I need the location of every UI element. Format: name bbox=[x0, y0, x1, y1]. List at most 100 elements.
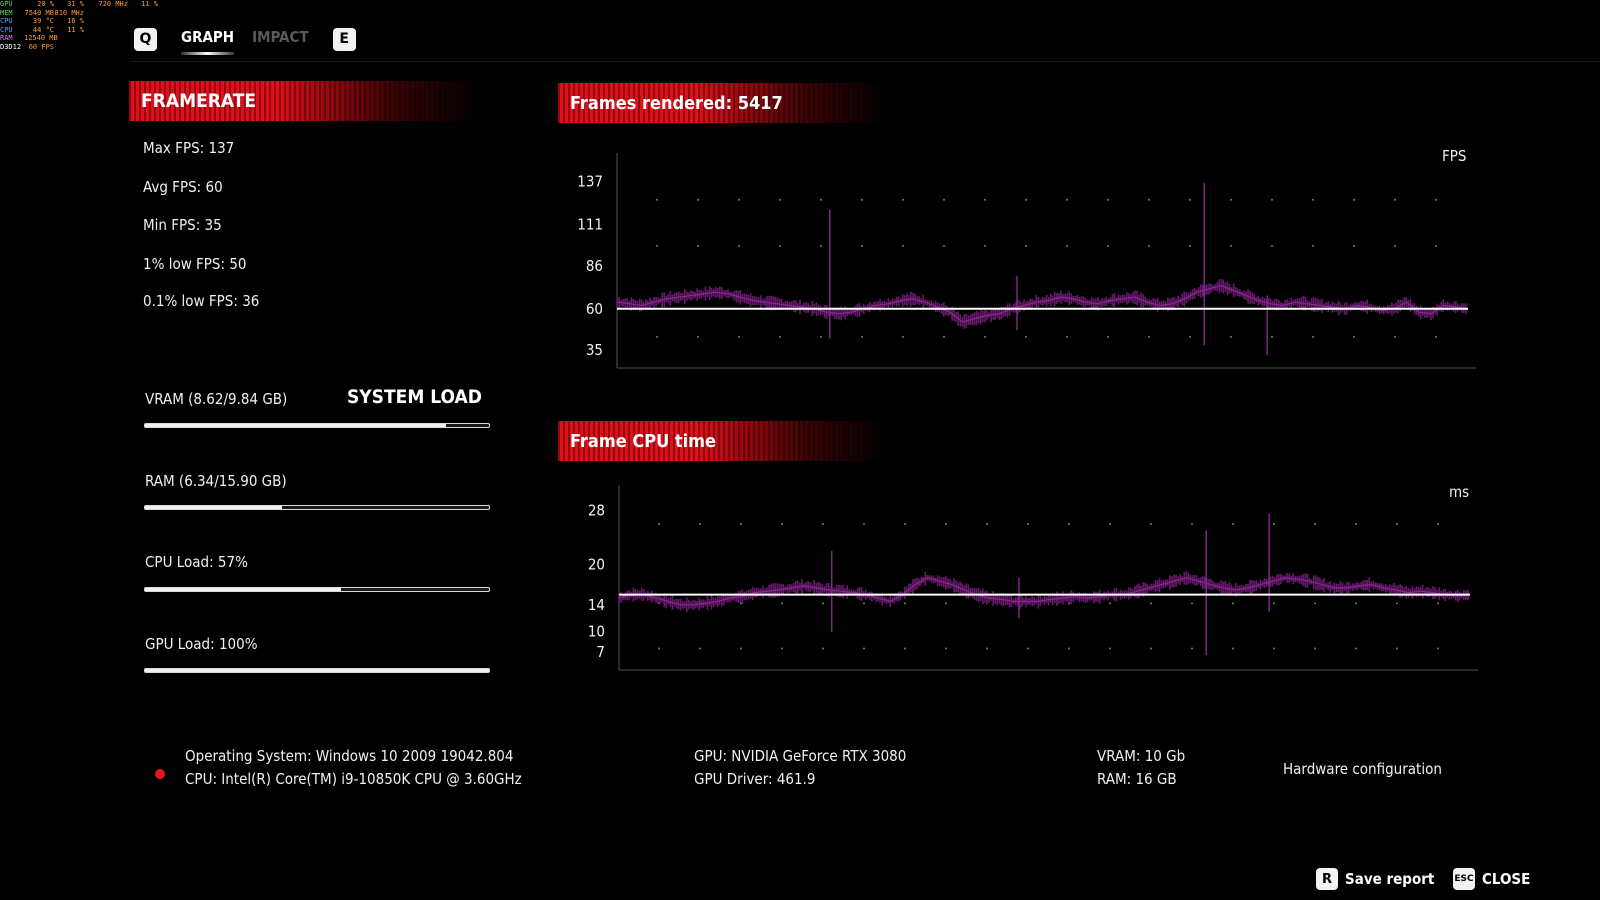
grid-dot bbox=[1312, 244, 1314, 247]
e-key-icon[interactable]: E bbox=[332, 27, 356, 51]
tab-bar: Q GRAPH IMPACT E bbox=[134, 22, 356, 56]
y-tick-label: 7 bbox=[596, 643, 605, 661]
tab-graph[interactable]: GRAPH bbox=[181, 28, 235, 55]
grid-dot bbox=[986, 522, 988, 525]
grid-dot bbox=[658, 647, 660, 650]
grid-dot bbox=[1435, 198, 1437, 201]
grid-dot bbox=[1107, 335, 1109, 338]
grid-dot bbox=[1025, 244, 1027, 247]
grid-dot bbox=[1312, 335, 1314, 338]
grid-dot bbox=[697, 335, 699, 338]
grid-dot bbox=[1191, 602, 1193, 605]
y-tick-label: 35 bbox=[586, 341, 603, 359]
grid-dot bbox=[1312, 198, 1314, 201]
osd-name: MEM bbox=[0, 8, 13, 17]
osd-row: CPU 39 °C 16 % bbox=[0, 17, 158, 26]
grid-dot bbox=[904, 602, 906, 605]
grid-dot bbox=[1025, 335, 1027, 338]
grid-dot bbox=[863, 647, 865, 650]
frame-cpu-time-banner: Frame CPU time bbox=[558, 421, 888, 461]
grid-dot bbox=[1109, 647, 1111, 650]
grid-dot bbox=[1271, 335, 1273, 338]
y-tick-label: 86 bbox=[586, 257, 603, 275]
osd-v2 bbox=[54, 43, 84, 52]
grid-dot bbox=[740, 522, 742, 525]
grid-dot bbox=[1394, 335, 1396, 338]
fps-unit-label: FPS bbox=[1442, 147, 1467, 165]
grid-dot bbox=[1435, 335, 1437, 338]
grid-dot bbox=[1273, 647, 1275, 650]
osd-v3 bbox=[84, 17, 128, 26]
gpu-info-block: GPU: NVIDIA GeForce RTX 3080 GPU Driver:… bbox=[694, 745, 906, 791]
cpu-time-chart: 28 20 14 10 7 bbox=[560, 480, 1480, 680]
grid-dot bbox=[820, 198, 822, 201]
grid-dot bbox=[658, 522, 660, 525]
grid-dot bbox=[902, 244, 904, 247]
grid-dot bbox=[781, 522, 783, 525]
y-tick-label: 28 bbox=[588, 501, 605, 519]
framerate-banner: FRAMERATE bbox=[129, 81, 479, 121]
grid-dot bbox=[1230, 244, 1232, 247]
grid-dot bbox=[740, 647, 742, 650]
grid-dot bbox=[1191, 522, 1193, 525]
save-report-label: Save report bbox=[1345, 870, 1435, 888]
grid-dot bbox=[1148, 335, 1150, 338]
grid-dot bbox=[943, 198, 945, 201]
grid-dot bbox=[697, 198, 699, 201]
osd-v2: 16 % bbox=[67, 17, 84, 25]
grid-dot bbox=[902, 198, 904, 201]
osd-row: D3D12 60 FPS bbox=[0, 43, 158, 52]
osd-v1: 39 °C bbox=[32, 17, 54, 25]
osd-v3 bbox=[84, 43, 128, 52]
y-tick-label: 111 bbox=[577, 215, 603, 233]
grid-dot bbox=[656, 244, 658, 247]
grid-dot bbox=[1025, 198, 1027, 201]
ram-info: RAM: 16 GB bbox=[1097, 770, 1177, 788]
grid-dot bbox=[945, 647, 947, 650]
close-label: CLOSE bbox=[1482, 870, 1531, 888]
fps-chart-svg: 137 111 86 60 35 bbox=[577, 153, 1476, 369]
save-report-button[interactable]: R Save report bbox=[1316, 868, 1434, 890]
gpu-load-bar-fill bbox=[145, 669, 489, 672]
esc-key-icon: ESC bbox=[1453, 868, 1475, 890]
point-one-percent-low-fps: 0.1% low FPS: 36 bbox=[143, 292, 260, 310]
osd-v1: 60 FPS bbox=[28, 42, 54, 51]
grid-dot bbox=[781, 647, 783, 650]
grid-dot bbox=[984, 335, 986, 338]
osd-v2: 31 % bbox=[67, 0, 84, 8]
osd-v3: 720 MHz bbox=[98, 0, 128, 8]
grid-dot bbox=[1068, 602, 1070, 605]
grid-dot bbox=[945, 602, 947, 605]
osd-row: MEM 7540 MB 810 MHz bbox=[0, 9, 158, 18]
grid-dot bbox=[1314, 647, 1316, 650]
grid-dot bbox=[863, 602, 865, 605]
grid-dot bbox=[1437, 647, 1439, 650]
q-key-icon[interactable]: Q bbox=[134, 27, 157, 51]
gpu-load-bar bbox=[144, 668, 490, 673]
grid-dot bbox=[943, 244, 945, 247]
fps-chart: 137 111 86 60 35 bbox=[560, 145, 1480, 395]
osd-row: CPU 44 °C 11 % bbox=[0, 26, 158, 35]
grid-dot bbox=[779, 244, 781, 247]
cpu-load-bar bbox=[144, 587, 490, 592]
grid-dot bbox=[779, 198, 781, 201]
grid-dot bbox=[863, 522, 865, 525]
grid-dot bbox=[1148, 198, 1150, 201]
tab-impact[interactable]: IMPACT bbox=[252, 28, 309, 46]
osd-v2: 11 % bbox=[67, 25, 84, 34]
grid-dot bbox=[1189, 244, 1191, 247]
grid-dot bbox=[1066, 198, 1068, 201]
grid-dot bbox=[1314, 522, 1316, 525]
close-button[interactable]: ESC CLOSE bbox=[1453, 868, 1530, 890]
ram-label: RAM (6.34/15.90 GB) bbox=[145, 472, 287, 490]
gpu-driver-info: GPU Driver: 461.9 bbox=[694, 770, 816, 788]
os-cpu-info: Operating System: Windows 10 2009 19042.… bbox=[185, 745, 522, 791]
grid-dot bbox=[738, 335, 740, 338]
grid-dot bbox=[738, 244, 740, 247]
cpu-info: CPU: Intel(R) Core(TM) i9-10850K CPU @ 3… bbox=[185, 770, 522, 788]
os-info: Operating System: Windows 10 2009 19042.… bbox=[185, 747, 514, 765]
osd-row: GPU 20 % 31 % 720 MHz 11 % bbox=[0, 0, 158, 9]
osd-v3 bbox=[84, 26, 128, 35]
grid-dot bbox=[656, 198, 658, 201]
